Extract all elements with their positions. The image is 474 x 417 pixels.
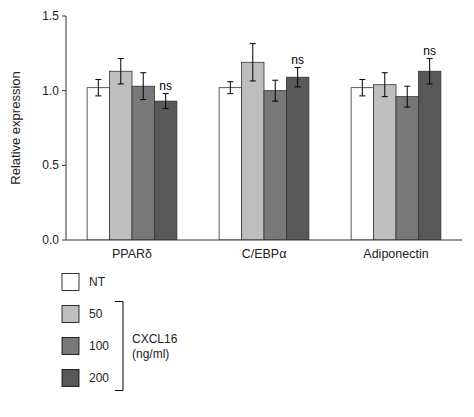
- bracket-tick: [115, 390, 123, 391]
- error-line: [120, 59, 121, 84]
- error-cap: [382, 96, 388, 97]
- bracket-tick: [115, 301, 123, 302]
- error-cap: [359, 79, 365, 80]
- y-tick: [62, 16, 66, 17]
- error-cap: [427, 58, 433, 59]
- y-tick: [62, 240, 66, 241]
- legend-label: 50: [89, 307, 103, 321]
- error-cap: [95, 95, 101, 96]
- annotation: ns: [291, 53, 304, 67]
- legend-swatch: [62, 338, 79, 355]
- error-bar: [427, 59, 433, 84]
- error-cap: [163, 108, 169, 109]
- legend-title: (ng/ml): [132, 347, 169, 361]
- bar: [396, 97, 418, 240]
- bar: [87, 88, 109, 240]
- error-line: [429, 59, 430, 84]
- bars: [87, 44, 441, 240]
- error-bar: [227, 82, 233, 94]
- bar: [418, 71, 440, 240]
- legend-title: CXCL16: [132, 332, 178, 346]
- y-tick-label: 1.5: [42, 9, 59, 23]
- error-bar: [95, 79, 101, 95]
- y-tick: [62, 165, 66, 166]
- error-cap: [359, 95, 365, 96]
- error-bar: [163, 94, 169, 109]
- error-line: [143, 73, 144, 100]
- y-tick-label: 1.0: [42, 84, 59, 98]
- error-cap: [382, 72, 388, 73]
- x-axis: [66, 240, 462, 241]
- legend-label: NT: [89, 275, 106, 289]
- error-line: [230, 82, 231, 94]
- chart: 0.0 0.5 1.0 1.5 PPARδ C/EBPα Adiponectin Relati…: [0, 0, 474, 417]
- error-line: [98, 79, 99, 95]
- error-bar: [404, 86, 410, 107]
- error-cap: [95, 79, 101, 80]
- error-bar: [382, 73, 388, 97]
- legend-swatch: [62, 370, 79, 387]
- error-cap: [140, 72, 146, 73]
- error-line: [407, 86, 408, 107]
- error-bar: [272, 80, 278, 101]
- error-line: [165, 94, 166, 109]
- error-bar: [295, 68, 301, 87]
- error-line: [275, 80, 276, 101]
- legend-swatch: [62, 274, 79, 291]
- bracket-line: [123, 302, 124, 391]
- error-line: [384, 73, 385, 97]
- legend-bracket: [115, 302, 123, 391]
- bar: [154, 101, 176, 240]
- error-line: [297, 68, 298, 87]
- error-line: [362, 79, 363, 95]
- bar: [351, 88, 373, 240]
- bar: [374, 85, 396, 240]
- error-cap: [250, 80, 256, 81]
- legend-swatch: [62, 306, 79, 323]
- error-cap: [295, 86, 301, 87]
- bar: [242, 62, 264, 240]
- error-cap: [404, 86, 410, 87]
- error-cap: [250, 43, 256, 44]
- annotation: ns: [159, 79, 172, 93]
- bar: [264, 91, 286, 240]
- error-cap: [404, 107, 410, 108]
- y-axis: [66, 16, 67, 240]
- error-bar: [250, 44, 256, 81]
- error-cap: [118, 58, 124, 59]
- error-cap: [427, 83, 433, 84]
- y-tick-label: 0.5: [42, 158, 59, 172]
- error-bar: [359, 79, 365, 95]
- error-cap: [272, 101, 278, 102]
- bar: [286, 77, 308, 240]
- error-line: [252, 44, 253, 81]
- bar: [132, 86, 154, 240]
- error-cap: [272, 80, 278, 81]
- y-tick-label: 0.0: [42, 233, 59, 247]
- error-bar: [118, 59, 124, 84]
- y-tick: [62, 90, 66, 91]
- bar: [219, 88, 241, 240]
- error-cap: [295, 67, 301, 68]
- x-tick-label: C/EBPα: [242, 247, 287, 261]
- annotation: ns: [423, 44, 436, 58]
- legend-label: 100: [89, 339, 109, 353]
- error-cap: [163, 93, 169, 94]
- x-tick-label: PPARδ: [112, 247, 152, 261]
- error-bar: [140, 73, 146, 100]
- bar: [110, 71, 132, 240]
- x-tick-label: Adiponectin: [363, 247, 428, 261]
- error-cap: [118, 83, 124, 84]
- legend-label: 200: [89, 371, 109, 385]
- error-cap: [227, 81, 233, 82]
- y-label: Relative expression: [8, 71, 23, 184]
- error-cap: [227, 93, 233, 94]
- error-cap: [140, 99, 146, 100]
